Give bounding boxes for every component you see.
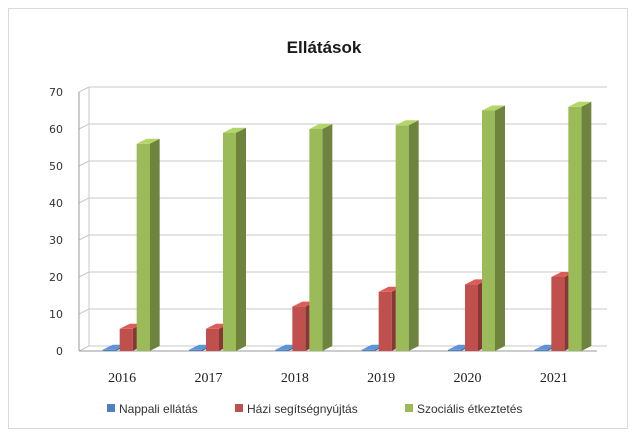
bar-front [482, 110, 495, 351]
bar-top [568, 101, 592, 107]
bar [223, 127, 246, 351]
bar [136, 138, 160, 351]
legend-swatch [107, 404, 115, 412]
x-tick-label: 2020 [454, 371, 482, 386]
x-tick-label: 2018 [281, 371, 309, 386]
gridline-side [78, 86, 90, 93]
axes [78, 87, 597, 352]
bar-front [189, 349, 202, 351]
x-tick-label: 2019 [367, 371, 395, 386]
y-tick-label: 70 [49, 86, 63, 99]
bar-top [395, 120, 419, 126]
bar-front [102, 349, 116, 351]
bar [309, 124, 333, 351]
gridline-side [78, 123, 90, 130]
legend-item: Szociális étkeztetés [405, 402, 522, 416]
bar-front [223, 132, 236, 351]
legend-swatch [405, 404, 413, 412]
y-tick-label: 0 [56, 345, 63, 358]
bar-top [309, 124, 333, 129]
bar-top [482, 105, 505, 111]
bar-top [136, 138, 160, 144]
bar-top [223, 127, 246, 133]
bar-front [551, 277, 565, 351]
x-tick-label: 2021 [540, 371, 568, 386]
gridline-side [78, 308, 90, 315]
legend: Nappali ellátás Házi segítségnyújtás Szoci… [107, 402, 522, 416]
legend-label: Nappali ellátás [119, 402, 198, 416]
y-tick-label: 60 [49, 123, 63, 136]
y-tick-label: 40 [49, 197, 63, 210]
bar-side [408, 120, 419, 351]
bar-front [119, 328, 133, 351]
legend-label: Házi segítségnyújtás [247, 402, 358, 416]
bar [395, 120, 419, 351]
bar [568, 101, 592, 351]
y-tick-label: 20 [49, 271, 63, 284]
gridline-side [78, 197, 90, 204]
bar-side [581, 101, 592, 351]
gridline-side [78, 271, 90, 278]
y-tick-label: 30 [49, 234, 63, 247]
bar-front [275, 349, 289, 351]
legend-label: Szociális étkeztetés [417, 402, 522, 416]
chart-frame: 0 10 20 30 40 50 60 70 2016 2017 2018 2019 2020 2021… [8, 8, 628, 429]
chart-title: Ellátások [287, 38, 362, 57]
bar-side [149, 138, 160, 351]
x-tick-label: 2016 [108, 371, 136, 386]
bar-front [136, 143, 150, 351]
legend-item: Nappali ellátás [107, 402, 198, 416]
gridline-side [78, 345, 90, 352]
bar [482, 105, 505, 351]
bar-front [361, 349, 375, 351]
legend-item: Házi segítségnyújtás [235, 402, 358, 416]
gridline-side [78, 160, 90, 167]
y-tick-label: 50 [49, 160, 63, 173]
bar-front [206, 328, 219, 351]
y-axis-ticks: 0 10 20 30 40 50 60 70 [49, 86, 63, 358]
legend-swatch [235, 404, 243, 412]
bar-side [236, 127, 246, 351]
bar-front [568, 106, 582, 351]
bar-side [322, 124, 333, 351]
bar-front [448, 349, 461, 351]
chart-svg: 0 10 20 30 40 50 60 70 2016 2017 2018 2019 2020 2021… [49, 38, 607, 416]
bars [102, 101, 592, 351]
x-tick-label: 2017 [195, 371, 223, 386]
gridlines [78, 86, 607, 352]
bar-front [395, 125, 409, 351]
x-axis-categories: 2016 2017 2018 2019 2020 2021 [108, 371, 568, 386]
bar-front [534, 349, 548, 351]
bar-front [309, 129, 323, 351]
bar-side [495, 105, 505, 351]
bar-front [292, 306, 306, 351]
y-tick-label: 10 [49, 308, 63, 321]
gridline-side [78, 234, 90, 241]
bar-front [465, 284, 478, 351]
bar-front [378, 291, 392, 351]
